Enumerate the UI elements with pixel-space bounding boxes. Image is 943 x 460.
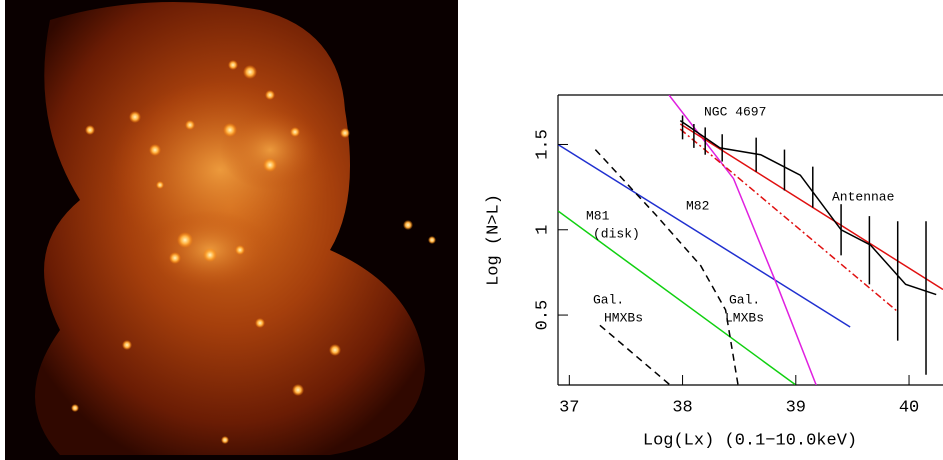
x-axis-label: Log(Lx) (0.1−10.0keV) — [643, 431, 857, 450]
annotation: M81 — [586, 208, 610, 223]
annotation: LMXBs — [725, 310, 764, 325]
series-line — [599, 324, 671, 385]
annotation: M82 — [686, 198, 709, 213]
annotation: NGC 4697 — [704, 104, 766, 119]
series-line — [558, 210, 797, 385]
plot-frame — [557, 94, 943, 386]
x-tick-label: 39 — [786, 398, 806, 417]
annotations: NGC 4697 M82 Antennae M81 (disk) Gal. HM… — [586, 104, 894, 325]
y-axis-label: Log (N>L) — [484, 194, 503, 286]
x-tick-label: 37 — [559, 398, 579, 417]
series-line — [594, 149, 739, 385]
x-tick-label: 40 — [899, 398, 919, 417]
annotation: Gal. — [729, 292, 760, 307]
plot-area — [558, 95, 943, 385]
y-tick-label: 0.5 — [533, 300, 552, 331]
series-line — [558, 143, 851, 328]
annotation: Antennae — [832, 189, 894, 204]
series-line — [679, 128, 899, 313]
y-tick-label: 1.5 — [533, 129, 552, 160]
y-tick-label: 1 — [533, 225, 552, 235]
x-tick-label: 38 — [672, 398, 692, 417]
annotation: (disk) — [593, 226, 640, 241]
xray-image — [5, 0, 458, 460]
series-line — [679, 123, 943, 291]
series-line — [679, 119, 937, 296]
series-line — [668, 95, 817, 385]
annotation: Gal. — [593, 292, 624, 307]
annotation: HMXBs — [604, 310, 643, 325]
